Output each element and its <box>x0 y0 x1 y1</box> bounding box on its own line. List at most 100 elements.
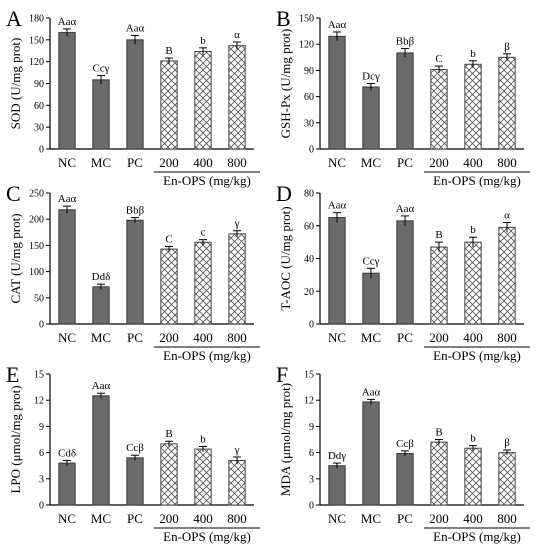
y-tick-label: 6 <box>309 448 314 459</box>
bar-200 <box>160 248 178 325</box>
significance-label: Aaα <box>58 16 77 28</box>
significance-label: b <box>470 48 476 60</box>
chart-panel-f: F 0 3 6 9 12 15 MDA (μmol/mg prot) Ddγ NC Aaα MC Ccβ… <box>276 362 530 544</box>
significance-label: α <box>234 29 240 41</box>
y-axis-label: GSH-Px (U/mg prot) <box>278 29 293 139</box>
bar-200 <box>160 443 178 506</box>
x-category-label: NC <box>328 330 346 345</box>
bar-mc <box>92 79 110 150</box>
significance-label: Cdδ <box>58 447 76 459</box>
significance-label: Aaα <box>328 19 347 31</box>
bar-mc <box>362 86 380 150</box>
significance-label: Ccγ <box>92 62 109 74</box>
x-category-label: NC <box>58 511 76 526</box>
y-tick-label: 0 <box>309 145 314 156</box>
bar-400 <box>464 63 482 150</box>
chart-panel-e: E 0 3 6 9 12 15 LPO (μmol/mg prot) Cdδ NC Aaα MC Ccβ… <box>6 362 260 544</box>
y-tick-label: 150 <box>299 14 314 25</box>
y-tick-label: 15 <box>34 370 44 381</box>
bar-800 <box>228 233 246 325</box>
y-tick-label: 90 <box>34 79 44 90</box>
y-tick-label: 12 <box>34 396 44 407</box>
x-category-label: 800 <box>227 330 247 345</box>
significance-label: b <box>200 35 206 47</box>
x-category-label: PC <box>397 330 413 345</box>
significance-label: b <box>470 224 476 236</box>
bar-800 <box>228 45 246 150</box>
bar-nc <box>328 465 346 506</box>
bar-200 <box>430 69 448 150</box>
panel-letter: C <box>6 181 21 206</box>
panel-letter: E <box>6 362 19 387</box>
x-category-label: MC <box>361 330 381 345</box>
bar-800 <box>228 459 246 506</box>
panel-letter: B <box>276 6 291 31</box>
bar-pc <box>126 457 144 506</box>
y-tick-label: 12 <box>304 396 314 407</box>
significance-label: Aaα <box>328 200 347 212</box>
significance-label: C <box>435 53 442 65</box>
bar-pc <box>126 39 144 150</box>
x-category-label: 200 <box>159 155 179 170</box>
y-axis-label: MDA (μmol/mg prot) <box>278 383 293 496</box>
significance-label: B <box>435 427 442 439</box>
chart-panel-d: D 0 20 40 60 80 T-AOC (U/mg prot) Aaα NC Ccγ MC Aaα… <box>276 181 530 363</box>
bar-mc <box>92 395 110 506</box>
group-label: En-OPS (mg/kg) <box>163 529 251 544</box>
significance-label: Aaα <box>92 380 111 392</box>
bar-nc <box>58 462 76 506</box>
bar-200 <box>430 441 448 506</box>
bar-400 <box>194 448 212 506</box>
x-category-label: 200 <box>429 155 449 170</box>
x-category-label: MC <box>91 155 111 170</box>
bar-800 <box>498 226 516 325</box>
significance-label: Aaα <box>396 203 415 215</box>
y-tick-label: 3 <box>309 474 314 485</box>
x-category-label: 800 <box>227 511 247 526</box>
significance-label: γ <box>234 218 240 230</box>
y-tick-label: 0 <box>39 501 44 512</box>
x-category-label: PC <box>127 511 143 526</box>
x-category-label: 800 <box>497 511 517 526</box>
x-category-label: 200 <box>429 330 449 345</box>
y-axis-label: LPO (μmol/mg prot) <box>8 385 23 493</box>
x-category-label: PC <box>397 155 413 170</box>
group-label: En-OPS (mg/kg) <box>433 173 521 188</box>
x-category-label: 400 <box>463 511 483 526</box>
x-category-label: MC <box>361 155 381 170</box>
significance-label: c <box>201 227 206 239</box>
y-axis-label: CAT (U/mg prot) <box>8 213 23 303</box>
y-tick-label: 120 <box>299 40 314 51</box>
panel-letter: F <box>276 362 288 387</box>
significance-label: Ccβ <box>126 442 144 454</box>
bar-200 <box>430 246 448 325</box>
group-label: En-OPS (mg/kg) <box>163 348 251 363</box>
significance-label: Ddγ <box>328 450 346 462</box>
bar-mc <box>92 286 110 325</box>
x-category-label: NC <box>58 155 76 170</box>
y-tick-label: 50 <box>34 293 44 304</box>
y-tick-label: 100 <box>29 267 44 278</box>
significance-label: Aaα <box>58 193 77 205</box>
y-tick-label: 6 <box>39 448 44 459</box>
y-tick-label: 60 <box>304 221 314 232</box>
group-label: En-OPS (mg/kg) <box>433 529 521 544</box>
significance-label: B <box>165 45 172 57</box>
x-category-label: 200 <box>429 511 449 526</box>
chart-panel-a: A 0 30 60 90 120 150 180 SOD (U/mg prot) Aaα NC Ccγ… <box>6 6 260 188</box>
y-axis-label: SOD (U/mg prot) <box>8 38 23 130</box>
bar-nc <box>58 32 76 150</box>
bar-400 <box>464 241 482 325</box>
bar-pc <box>396 52 414 150</box>
chart-panel-b: B 0 30 60 90 120 150 GSH-Px (U/mg prot) Aaα NC Dcγ… <box>276 6 530 188</box>
x-category-label: PC <box>127 155 143 170</box>
x-category-label: PC <box>127 330 143 345</box>
significance-label: b <box>470 433 476 445</box>
y-tick-label: 0 <box>39 145 44 156</box>
y-tick-label: 0 <box>309 320 314 331</box>
group-label: En-OPS (mg/kg) <box>433 348 521 363</box>
bar-pc <box>396 220 414 325</box>
bar-nc <box>58 209 76 325</box>
y-tick-label: 30 <box>34 123 44 134</box>
